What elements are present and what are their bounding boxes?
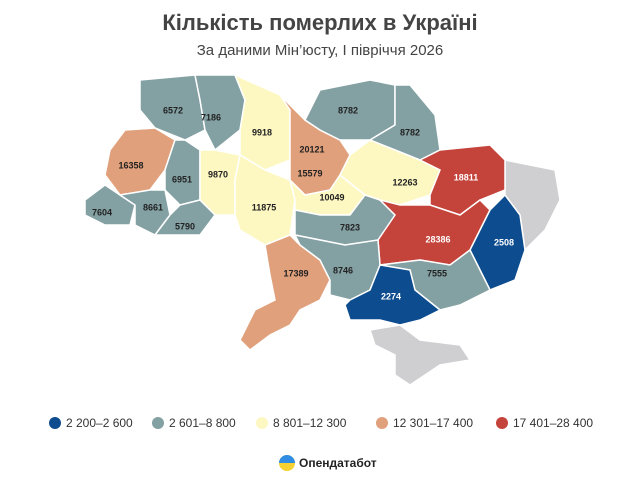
logo-icon	[279, 455, 295, 463]
region	[84, 184, 136, 226]
region-label: 6572	[163, 105, 183, 115]
legend-label: 8 801–12 300	[273, 416, 347, 430]
crimea	[369, 324, 472, 386]
region-label: 2274	[381, 291, 401, 301]
region-label: 15579	[297, 168, 322, 178]
region-label: 18811	[454, 172, 479, 182]
region	[153, 199, 216, 236]
region-label: 17389	[283, 268, 308, 278]
region	[233, 73, 291, 171]
region-label: 9870	[208, 169, 228, 179]
legend-label: 12 301–17 400	[393, 416, 473, 430]
legend-swatch	[496, 417, 508, 429]
region-label: 11875	[252, 202, 277, 212]
region-label: 5790	[175, 221, 195, 231]
regions: 6572 7186 9918 20121 15579 8782 8782 16358 6951 9…	[84, 73, 526, 351]
region-label: 8746	[333, 265, 353, 275]
logo: Опендатабот	[279, 455, 377, 471]
legend-label: 2 601–8 800	[169, 416, 236, 430]
region-label: 7186	[201, 112, 221, 122]
region-label: 12263	[392, 177, 417, 187]
subtitle: За даними Мін’юсту, I півріччя 2026	[197, 42, 443, 59]
region-label: 7604	[92, 207, 112, 217]
logo-text: Опендатабот	[299, 456, 377, 470]
region-label: 10049	[319, 192, 344, 202]
region-label: 16358	[118, 160, 143, 170]
legend-swatch	[49, 417, 61, 429]
legend-swatch	[256, 417, 268, 429]
region-label: 8661	[143, 202, 163, 212]
region-label: 7823	[340, 222, 360, 232]
region-label: 8782	[400, 127, 420, 137]
region-label: 7555	[427, 268, 447, 278]
region-label: 2508	[494, 237, 514, 247]
region-label: 20121	[299, 144, 324, 154]
legend-swatch	[376, 417, 388, 429]
region-label: 9918	[252, 127, 272, 137]
region-label: 6951	[172, 174, 192, 184]
region-label: 28386	[425, 234, 450, 244]
region	[344, 264, 442, 326]
legend-label: 17 401–28 400	[513, 416, 593, 430]
legend: 2 200–2 600 2 601–8 800 8 801–12 300 12 301…	[49, 416, 593, 430]
title: Кількість померлих в Україні	[162, 10, 477, 35]
legend-swatch	[152, 417, 164, 429]
region-label: 8782	[338, 105, 358, 115]
legend-label: 2 200–2 600	[66, 416, 133, 430]
